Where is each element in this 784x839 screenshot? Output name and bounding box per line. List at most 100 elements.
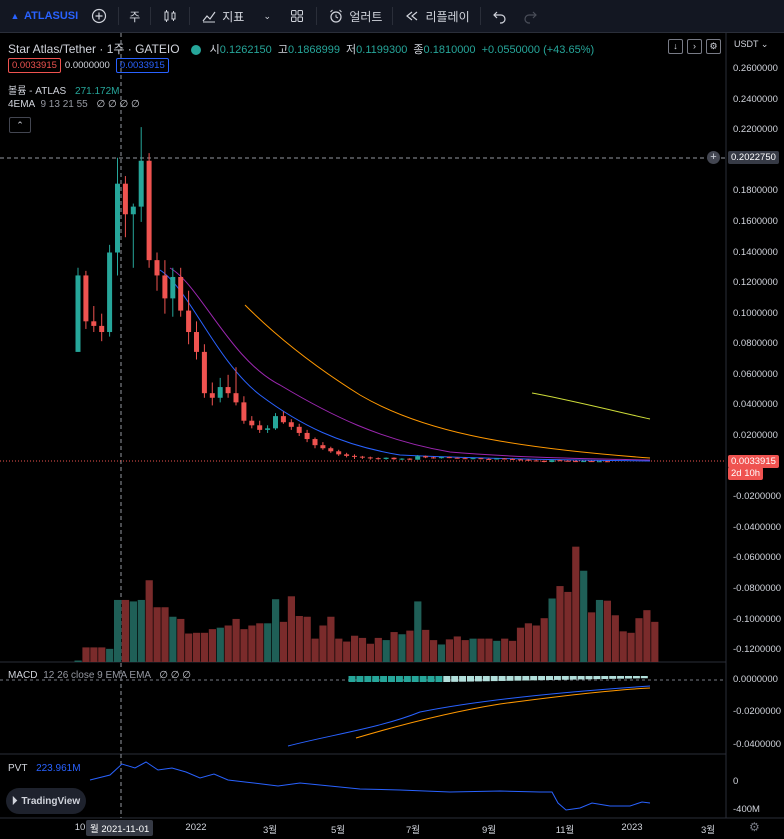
- time-tick-label: 9월: [481, 825, 497, 836]
- volume-bars: [74, 546, 659, 662]
- divider: [150, 7, 152, 25]
- volume-bar: [548, 598, 556, 662]
- candle-body: [138, 160, 144, 207]
- divider: [118, 7, 120, 25]
- candle-body: [249, 420, 255, 426]
- divider: [189, 7, 191, 25]
- macd-signal-line: [355, 687, 651, 739]
- ema-values: ∅ ∅ ∅ ∅: [96, 99, 140, 110]
- alarm-clock-icon: [327, 7, 345, 25]
- macd-histogram-bar: [467, 676, 474, 682]
- macd-histogram-bar: [553, 676, 561, 680]
- candle-body: [604, 461, 610, 463]
- candle-body: [201, 351, 207, 394]
- volume-bar: [430, 640, 438, 662]
- candle-body: [525, 459, 531, 461]
- volume-bar: [137, 599, 145, 662]
- chart-canvas[interactable]: [0, 33, 784, 839]
- volume-bar: [532, 625, 540, 662]
- volume-bar: [406, 630, 414, 662]
- bid-pill[interactable]: 0.0033915: [8, 58, 61, 73]
- ema-legend[interactable]: 4EMA 9 13 21 55 ∅ ∅ ∅ ∅: [8, 99, 140, 110]
- pvt-legend[interactable]: PVT 223.961M: [8, 763, 81, 774]
- macd-pane: [287, 676, 651, 747]
- pvt-tick-label: 0: [733, 776, 739, 787]
- macd-histogram-bar: [451, 676, 459, 682]
- volume-bar: [556, 586, 564, 662]
- interval-label: 주: [129, 9, 141, 24]
- macd-histogram-bar: [490, 676, 498, 682]
- redo-button[interactable]: [515, 0, 545, 33]
- alert-button[interactable]: 얼러트: [321, 0, 388, 33]
- collapse-legend-button[interactable]: ⌃: [9, 117, 31, 133]
- candle-body: [225, 387, 231, 394]
- candle-body: [265, 428, 271, 430]
- volume-bar: [477, 638, 485, 662]
- undo-button[interactable]: [485, 0, 515, 33]
- candle-body: [328, 448, 334, 452]
- indicators-button[interactable]: 지표 ⌄: [194, 0, 282, 33]
- volume-legend[interactable]: 볼륨 - ATLAS 271.172M: [8, 82, 120, 97]
- volume-bar: [485, 638, 493, 662]
- ticker-label: ATLASUSI: [24, 10, 79, 22]
- replay-button[interactable]: 리플레이: [397, 0, 475, 33]
- add-alert-plus-button[interactable]: +: [707, 151, 720, 164]
- candle-body: [454, 457, 460, 459]
- macd-legend[interactable]: MACD 12 26 close 9 EMA EMA ∅ ∅ ∅: [8, 670, 191, 681]
- volume-bar: [106, 648, 114, 662]
- macd-histogram-bar: [419, 676, 427, 682]
- symbol-search[interactable]: ▲ ATLASUSI: [0, 0, 84, 33]
- candle-body: [312, 439, 318, 446]
- interval-button[interactable]: 주: [123, 0, 146, 33]
- candle-body: [589, 461, 594, 463]
- price-tick-label: -0.1000000: [733, 613, 782, 625]
- settings-button[interactable]: ⚙: [706, 39, 721, 54]
- layouts-button[interactable]: [282, 0, 312, 33]
- expand-button[interactable]: ›: [687, 39, 702, 54]
- volume-bar: [295, 616, 303, 662]
- spread-value: 0.0000000: [64, 60, 110, 71]
- candle-body: [194, 332, 199, 352]
- compare-button[interactable]: [84, 0, 114, 33]
- change-value: +0.0550000 (+43.65%): [481, 44, 595, 56]
- macd-histogram-bar: [506, 676, 514, 681]
- time-tick-label: 7월: [405, 825, 421, 836]
- volume-bar: [311, 638, 319, 662]
- chart-type-button[interactable]: [155, 0, 185, 33]
- candle-body: [336, 451, 342, 455]
- candle-body: [431, 457, 436, 459]
- volume-bar: [374, 637, 382, 662]
- candle-body: [304, 432, 310, 440]
- gear-icon[interactable]: ⚙: [749, 820, 760, 834]
- volume-bar: [264, 623, 272, 662]
- candle-body: [367, 457, 373, 459]
- candle-body: [146, 160, 152, 261]
- tradingview-logo[interactable]: ⏵ TradingView: [6, 788, 86, 814]
- candle-body: [83, 275, 89, 322]
- macd-tick-label: 0.0000000: [733, 674, 778, 685]
- last-price-tag: 0.0033915: [728, 455, 779, 468]
- low-value: 0.1199300: [356, 44, 408, 56]
- macd-histogram-bar: [530, 676, 538, 681]
- chevron-down-icon: ⌄: [758, 39, 769, 49]
- volume-bar: [319, 625, 327, 662]
- currency-selector[interactable]: USDT ⌄: [734, 39, 768, 50]
- candle-body: [423, 456, 429, 458]
- candle-body: [107, 252, 113, 333]
- indicators-icon: [200, 7, 218, 25]
- ask-pill[interactable]: 0.0033915: [115, 58, 169, 73]
- macd-histogram-bar: [609, 676, 617, 679]
- volume-bar: [540, 618, 548, 662]
- price-tick-label: 0.1000000: [733, 307, 778, 319]
- price-tick-label: 0.2400000: [733, 93, 778, 105]
- candle-body: [446, 457, 452, 459]
- macd-histogram-bar: [356, 676, 364, 682]
- collapse-button[interactable]: ↓: [668, 39, 683, 54]
- volume-bar: [327, 616, 335, 662]
- close-value: 0.1810000: [423, 44, 476, 56]
- macd-histogram-bar: [514, 676, 522, 681]
- candle-body: [162, 275, 168, 299]
- candle-body: [478, 458, 484, 460]
- price-tick-label: 0.0200000: [733, 430, 778, 441]
- candle-body: [186, 310, 192, 333]
